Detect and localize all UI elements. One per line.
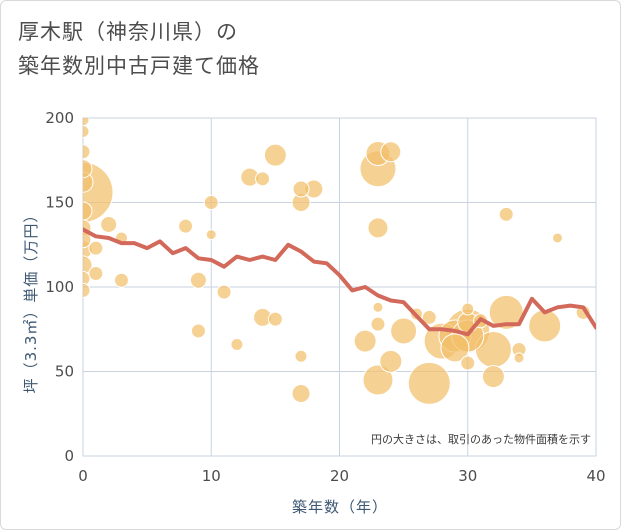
data-bubble [267, 311, 283, 327]
data-bubble [83, 282, 91, 298]
data-bubble [255, 171, 271, 187]
data-bubble [421, 309, 437, 325]
average-line-series [83, 227, 596, 337]
data-bubble [178, 218, 194, 234]
data-bubble [100, 215, 118, 233]
data-bubble [513, 352, 525, 364]
data-bubble [461, 302, 475, 316]
y-tick-label: 0 [64, 447, 74, 465]
data-bubble [498, 206, 514, 222]
data-bubble [230, 337, 244, 351]
chart-title: 厚木駅（神奈川県）の 築年数別中古戸建て価格 [18, 15, 260, 83]
x-tick-label: 20 [330, 467, 349, 485]
x-tick-label: 30 [458, 467, 477, 485]
data-bubble [216, 284, 232, 300]
data-bubble [407, 361, 451, 405]
data-bubble [83, 125, 90, 139]
data-bubble [372, 301, 384, 313]
data-bubble [113, 272, 129, 288]
size-legend-note: 円の大きさは、取引のあった物件面積を示す [371, 432, 591, 446]
data-bubble [203, 195, 219, 210]
data-bubble [205, 229, 217, 241]
gridlines [82, 117, 597, 457]
data-bubble [380, 141, 402, 163]
data-bubble [379, 349, 403, 373]
y-tick-label: 50 [55, 363, 74, 381]
y-tick-label: 200 [45, 109, 74, 127]
data-bubble [88, 240, 104, 256]
chart-title-line1: 厚木駅（神奈川県）の [18, 20, 238, 44]
data-bubble [367, 217, 389, 239]
x-tick-label: 40 [586, 467, 605, 485]
data-bubble [528, 309, 562, 343]
y-axis-title: 坪（3.3㎡）単価（万円） [22, 207, 40, 394]
data-bubble [83, 201, 93, 221]
x-tick-label: 10 [202, 467, 221, 485]
data-bubble [88, 265, 104, 281]
data-bubble [263, 143, 287, 167]
data-bubble [83, 144, 91, 160]
bubble-series [83, 118, 591, 405]
data-bubble [390, 317, 418, 345]
chart-title-line2: 築年数別中古戸建て価格 [18, 54, 260, 78]
x-axis-title: 築年数（年） [292, 498, 388, 516]
average-price-line [83, 227, 596, 337]
x-tick-label: 0 [78, 467, 88, 485]
data-bubble [83, 159, 93, 179]
data-bubble [353, 329, 377, 353]
data-bubble [291, 383, 311, 403]
data-bubble [481, 365, 505, 389]
data-bubble [83, 271, 91, 287]
data-bubble [83, 231, 92, 249]
data-bubble [190, 323, 206, 339]
y-tick-label: 100 [45, 278, 74, 296]
tick-labels: 0 10 20 30 40 0 50 100 150 200 [45, 109, 605, 485]
data-bubble [292, 180, 310, 198]
data-bubble [294, 349, 308, 363]
data-bubble [362, 364, 394, 396]
data-bubble [83, 118, 90, 127]
data-bubble [189, 271, 207, 289]
data-bubble [370, 316, 386, 332]
data-bubble [552, 232, 564, 244]
data-bubble [440, 333, 470, 363]
data-bubble [460, 355, 476, 371]
y-tick-label: 150 [45, 194, 74, 212]
